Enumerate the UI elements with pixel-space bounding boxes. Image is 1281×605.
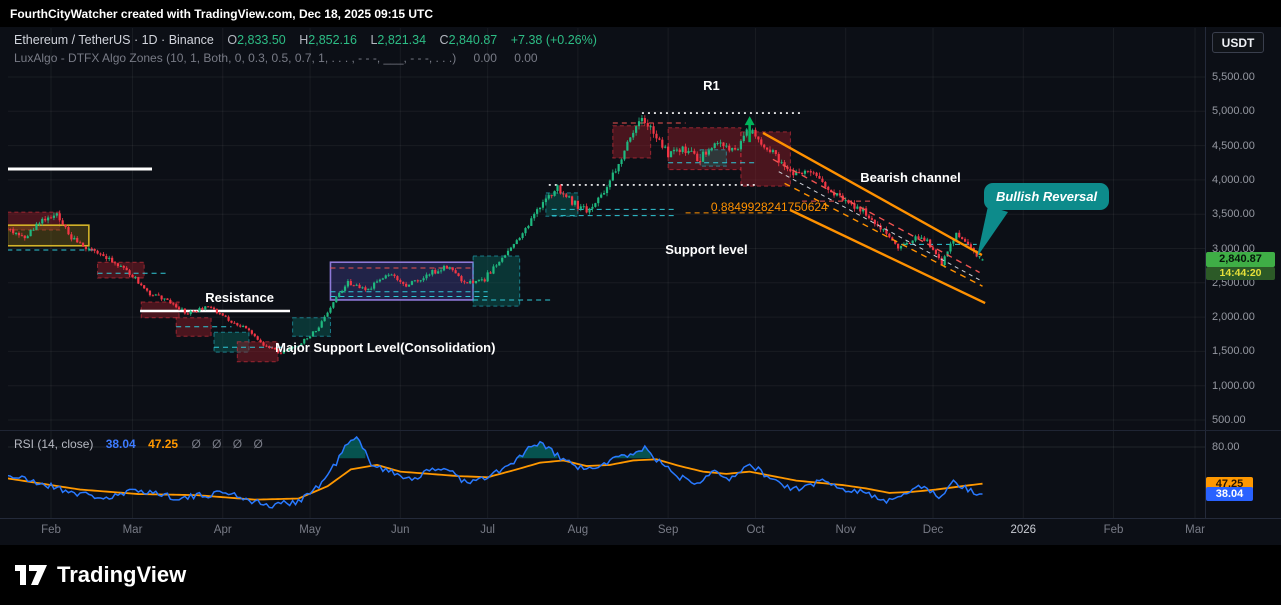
annotation-r1[interactable]: R1: [703, 78, 720, 93]
last-price-badge: 2,840.87: [1206, 252, 1275, 267]
annotation-fib[interactable]: 0.8849928241750624: [711, 200, 828, 214]
time-axis-label: Jul: [480, 524, 495, 536]
price-axis-label: 4,000.00: [1212, 174, 1255, 186]
indicator-value-1: 0.00: [474, 51, 497, 65]
open-label: O: [227, 33, 237, 47]
time-axis-label: 2026: [1010, 524, 1036, 536]
time-axis-label: Feb: [1104, 524, 1124, 536]
low-value: 2,821.34: [377, 33, 426, 47]
open-value: 2,833.50: [237, 33, 286, 47]
time-axis-label: Sep: [658, 524, 678, 536]
rsi-value-badge: 38.04: [1206, 487, 1253, 501]
close-label: C: [440, 33, 449, 47]
rsi-hidden-values: Ø Ø Ø Ø: [191, 437, 266, 451]
rsi-axis-label: 80.00: [1212, 441, 1240, 453]
time-axis-border: [0, 518, 1281, 519]
time-axis-label: Dec: [923, 524, 943, 536]
time-axis-label: Feb: [41, 524, 61, 536]
time-axis-label: Oct: [747, 524, 765, 536]
tradingview-snapshot: FourthCityWatcher created with TradingVi…: [0, 0, 1281, 605]
indicator-legend[interactable]: LuxAlgo - DTFX Algo Zones (10, 1, Both, …: [14, 51, 538, 65]
price-axis-label: 4,500.00: [1212, 140, 1255, 152]
tradingview-logo-icon[interactable]: [14, 562, 48, 588]
time-axis-label: Jun: [391, 524, 410, 536]
rsi-value: 38.04: [106, 437, 136, 451]
annotation-major_support[interactable]: Major Support Level(Consolidation): [275, 340, 495, 355]
attribution-bar: FourthCityWatcher created with TradingVi…: [0, 0, 1281, 27]
price-axis-label: 2,000.00: [1212, 311, 1255, 323]
price-axis-label: 500.00: [1212, 414, 1246, 426]
price-axis-label: 1,000.00: [1212, 380, 1255, 392]
change-value: +7.38 (+0.26%): [511, 33, 597, 47]
currency-toggle-button[interactable]: USDT: [1212, 32, 1264, 53]
symbol-title[interactable]: Ethereum / TetherUS · 1D · Binance: [14, 33, 214, 47]
high-value: 2,852.16: [308, 33, 357, 47]
price-axis-label: 1,500.00: [1212, 345, 1255, 357]
price-axis-label: 5,000.00: [1212, 105, 1255, 117]
candle-countdown-badge: 14:44:20: [1206, 267, 1275, 280]
attribution-text: FourthCityWatcher created with TradingVi…: [10, 7, 433, 21]
annotation-resistance[interactable]: Resistance: [205, 290, 274, 305]
high-label: H: [299, 33, 308, 47]
tradingview-logo-text[interactable]: TradingView: [57, 562, 186, 588]
price-axis-label: 3,500.00: [1212, 208, 1255, 220]
rsi-legend[interactable]: RSI (14, close) 38.04 47.25 Ø Ø Ø Ø: [14, 437, 267, 451]
time-axis-label: Apr: [214, 524, 232, 536]
price-chart-canvas[interactable]: [0, 0, 1281, 605]
time-axis-label: Mar: [123, 524, 143, 536]
annotation-bullish_reversal[interactable]: Bullish Reversal: [984, 183, 1109, 210]
close-value: 2,840.87: [449, 33, 498, 47]
time-axis-label: Mar: [1185, 524, 1205, 536]
price-axis-label: 5,500.00: [1212, 71, 1255, 83]
time-axis-label: Nov: [835, 524, 855, 536]
rsi-ma-value: 47.25: [148, 437, 178, 451]
indicator-title[interactable]: LuxAlgo - DTFX Algo Zones (10, 1, Both, …: [14, 51, 456, 65]
indicator-value-2: 0.00: [514, 51, 537, 65]
footer-bar: TradingView: [0, 545, 1281, 605]
time-axis-label: May: [299, 524, 321, 536]
candles: [6, 115, 983, 354]
annotation-bearish_channel[interactable]: Bearish channel: [860, 170, 960, 185]
callout-tail: [977, 206, 1008, 257]
annotation-support_level[interactable]: Support level: [665, 242, 747, 257]
pane-divider[interactable]: [0, 430, 1281, 431]
time-axis-label: Aug: [568, 524, 588, 536]
rsi-title[interactable]: RSI (14, close): [14, 437, 93, 451]
symbol-legend[interactable]: Ethereum / TetherUS · 1D · Binance O2,83…: [14, 33, 597, 47]
